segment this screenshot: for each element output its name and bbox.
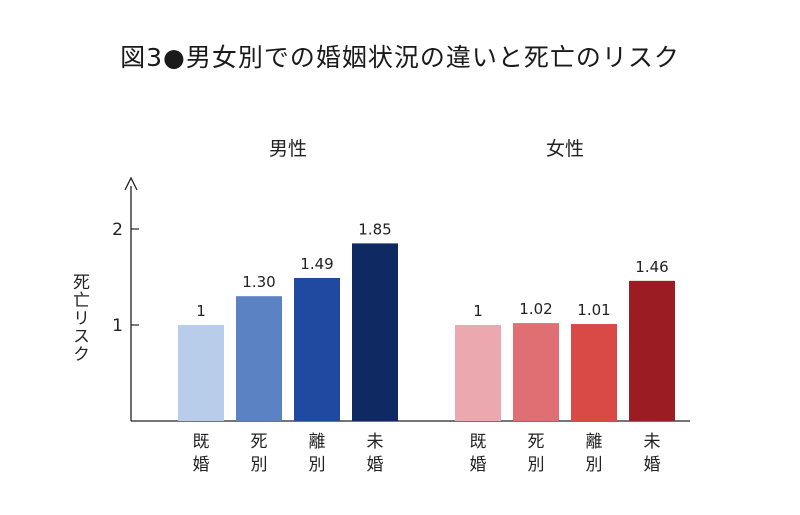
bar	[294, 277, 340, 421]
bar-value-label: 1.85	[358, 220, 391, 238]
bar-value-label: 1	[473, 302, 483, 320]
panel-0: 男性 1 既婚 1.30 死別 1.49 離別 1.85 未婚	[178, 138, 398, 475]
category-label: 死別	[528, 432, 545, 475]
panels: 男性 1 既婚 1.30 死別 1.49 離別 1.85 未婚 女性 1 既婚 1.02 死別 1.01 離別…	[178, 138, 675, 475]
y-axis-arrow-icon	[124, 176, 138, 191]
bar	[513, 323, 559, 421]
category-label: 既婚	[193, 432, 210, 475]
chart-title: 図3●男女別での婚姻状況の違いと死亡のリスク	[120, 43, 680, 72]
bar	[178, 325, 224, 421]
bar-value-label: 1.01	[577, 301, 610, 319]
category-label: 離別	[309, 432, 326, 475]
bar-value-label: 1	[196, 302, 206, 320]
category-label: 死別	[251, 432, 268, 475]
bar	[455, 325, 501, 421]
bar-value-label: 1.46	[635, 258, 668, 276]
bar-value-label: 1.49	[300, 255, 333, 273]
category-label: 未婚	[367, 432, 384, 475]
y-tick-label: 1	[112, 316, 123, 336]
bar	[352, 243, 398, 421]
bar	[571, 324, 617, 421]
bar	[629, 280, 675, 421]
bar-value-label: 1.02	[519, 300, 552, 318]
panel-1: 女性 1 既婚 1.02 死別 1.01 離別 1.46 未婚	[455, 138, 675, 475]
category-label: 離別	[586, 432, 603, 475]
y-tick-label: 2	[112, 220, 123, 240]
panel-title: 女性	[546, 138, 584, 160]
axes: 1 2 死亡リスク	[69, 176, 690, 422]
bar-value-label: 1.30	[242, 273, 275, 291]
bar	[236, 296, 282, 421]
category-label: 未婚	[644, 432, 661, 475]
category-label: 既婚	[470, 432, 487, 475]
panel-title: 男性	[269, 138, 307, 160]
y-axis-label: 死亡リスク	[69, 273, 90, 363]
